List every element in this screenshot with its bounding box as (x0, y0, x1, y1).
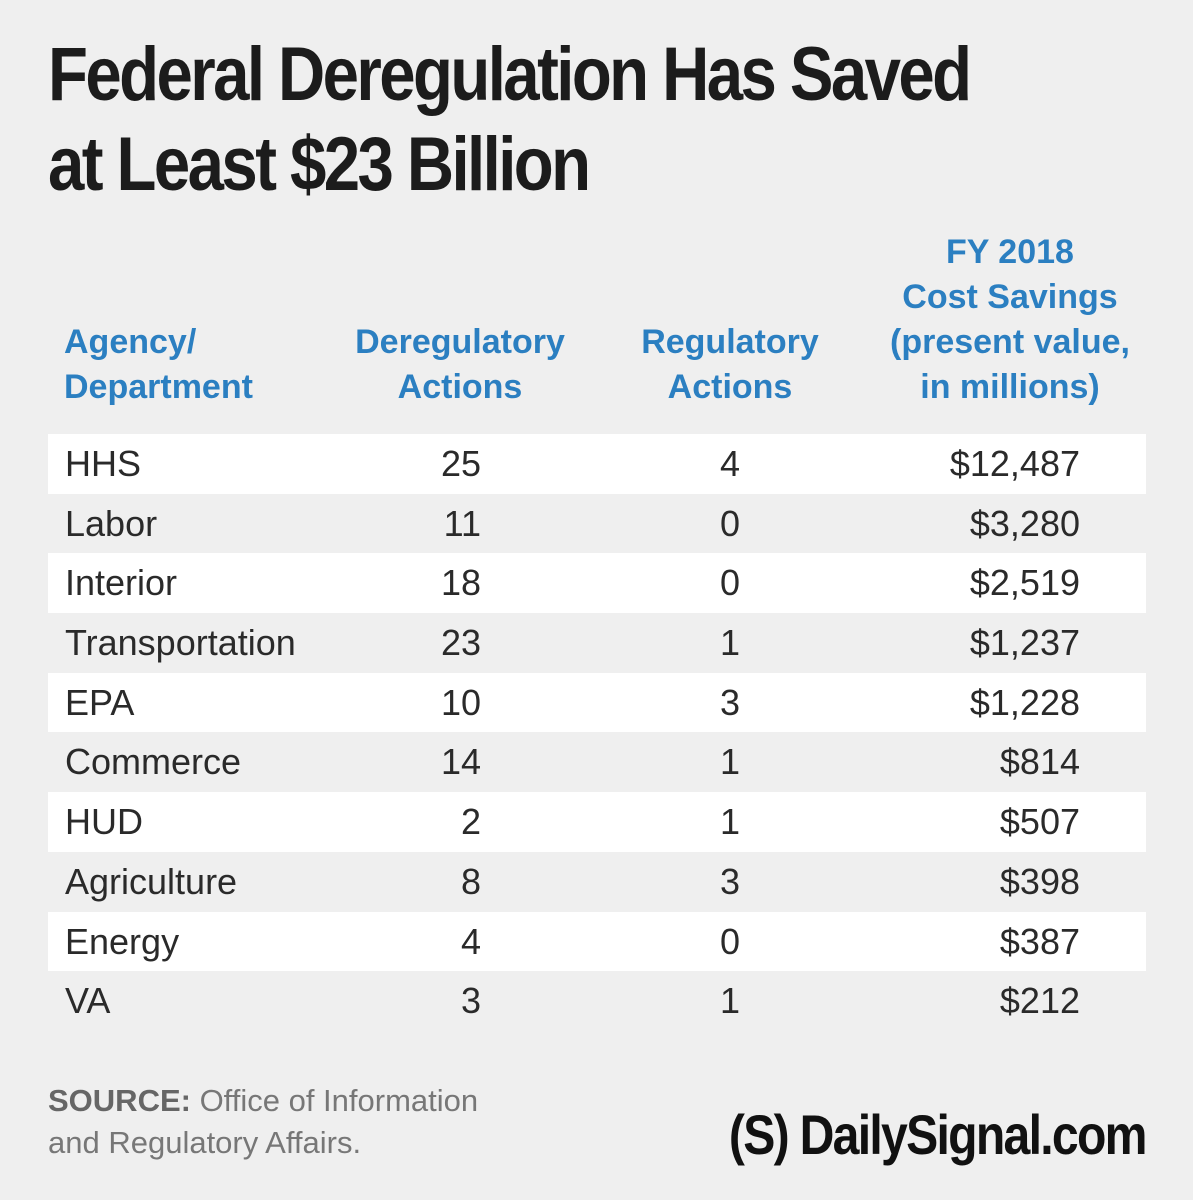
source-text: Office of Information (190, 1083, 479, 1118)
logo-text: (S) DailySignal.com (729, 1103, 1148, 1166)
cell-cost-savings: $814 (999, 741, 1080, 783)
cell-agency: HHS (65, 443, 142, 484)
table-row: Transportation 23 1 $1,237 (48, 613, 1146, 673)
title-line-2: at Least $23 Billion (48, 122, 591, 207)
chart-title: Federal Deregulation Has Saved at Least … (48, 30, 994, 210)
cell-deregulatory: 18 (440, 562, 481, 604)
table-row: HHS 25 4 $12,487 (48, 434, 1146, 494)
cell-deregulatory: 4 (460, 920, 481, 962)
dailysignal-logo: (S) DailySignal.com (729, 1102, 1148, 1167)
cell-deregulatory: 8 (460, 860, 481, 902)
table-row: Agriculture 8 3 $398 (48, 852, 1146, 912)
table-row: HUD 2 1 $507 (48, 792, 1146, 852)
cell-deregulatory: 3 (460, 980, 481, 1022)
cell-cost-savings: $398 (999, 860, 1080, 902)
table-row: Energy 4 0 $387 (48, 911, 1146, 972)
source-label: SOURCE: (48, 1083, 191, 1118)
cell-regulatory: 3 (719, 681, 741, 723)
cell-regulatory: 1 (719, 622, 741, 664)
cell-agency: Interior (65, 562, 178, 604)
header-text: in millions) (920, 368, 1100, 406)
column-header-deregulatory: Deregulatory Actions (320, 320, 600, 410)
cell-agency: Labor (65, 502, 158, 544)
cell-deregulatory: 10 (440, 681, 481, 723)
cell-regulatory: 1 (719, 801, 741, 843)
cell-cost-savings: $387 (999, 920, 1080, 962)
header-text: FY 2018 (946, 233, 1074, 271)
cell-regulatory: 0 (719, 502, 741, 544)
cell-cost-savings: $1,228 (969, 681, 1080, 723)
cell-agency: Transportation (65, 622, 296, 664)
header-text: Regulatory (641, 323, 819, 361)
cell-agency: VA (65, 980, 111, 1022)
cell-agency: EPA (65, 681, 135, 723)
cell-regulatory: 4 (719, 443, 741, 484)
cell-deregulatory: 14 (440, 741, 481, 783)
cell-deregulatory: 23 (440, 622, 481, 664)
cell-deregulatory: 11 (443, 502, 481, 544)
header-text: Cost Savings (902, 278, 1118, 316)
cell-regulatory: 0 (719, 920, 741, 962)
cell-agency: HUD (65, 801, 143, 843)
cell-cost-savings: $212 (999, 980, 1080, 1022)
column-header-regulatory: Regulatory Actions (610, 320, 850, 410)
header-text: Actions (667, 368, 793, 406)
column-header-cost-savings: FY 2018 Cost Savings (present value, in … (860, 230, 1160, 410)
header-text: Agency/ (64, 323, 197, 361)
table-row: VA 3 1 $212 (48, 971, 1146, 1031)
cell-agency: Commerce (65, 741, 242, 783)
header-text: Actions (397, 368, 523, 406)
header-text: (present value, (890, 323, 1130, 361)
source-text: and Regulatory Affairs. (48, 1125, 362, 1160)
column-header-agency: Agency/ Department (64, 320, 253, 410)
cell-deregulatory: 2 (460, 801, 481, 843)
table-row: Commerce 14 1 $814 (48, 732, 1146, 792)
table-row: EPA 10 3 $1,228 (48, 672, 1146, 733)
cell-cost-savings: $2,519 (969, 562, 1080, 604)
source-note: SOURCE: Office of Information and Regula… (48, 1080, 478, 1164)
cell-regulatory: 3 (719, 860, 741, 902)
cell-deregulatory: 25 (440, 443, 481, 484)
title-line-1: Federal Deregulation Has Saved (48, 32, 972, 117)
header-text: Department (64, 368, 253, 406)
cell-cost-savings: $507 (999, 801, 1080, 843)
cell-regulatory: 1 (719, 741, 741, 783)
cell-cost-savings: $3,280 (969, 502, 1080, 544)
cell-regulatory: 1 (719, 980, 741, 1022)
cell-agency: Agriculture (65, 860, 238, 902)
header-text: Deregulatory (355, 323, 565, 361)
data-table: HHS 25 4 $12,487 Labor 11 0 $3,280 Inter… (48, 434, 1146, 1031)
cell-cost-savings: $12,487 (949, 443, 1080, 484)
table-row: Labor 11 0 $3,280 (48, 494, 1146, 554)
cell-regulatory: 0 (719, 562, 741, 604)
cell-cost-savings: $1,237 (969, 622, 1080, 664)
cell-agency: Energy (65, 920, 180, 962)
table-row: Interior 18 0 $2,519 (48, 553, 1146, 614)
